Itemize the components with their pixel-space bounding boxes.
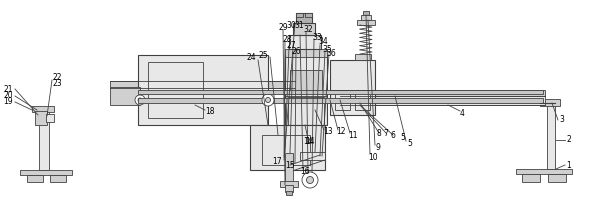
Text: 17: 17 [272, 158, 282, 166]
Circle shape [135, 95, 145, 105]
Bar [32, 106, 54, 112]
Bar [547, 104, 555, 169]
Text: 14: 14 [303, 138, 313, 146]
Text: 35: 35 [322, 45, 332, 53]
Bar [286, 191, 292, 195]
Bar [285, 185, 293, 192]
Text: 9: 9 [375, 144, 381, 152]
Text: 10: 10 [368, 152, 378, 162]
Bar [516, 169, 572, 174]
Text: 15: 15 [285, 160, 295, 170]
Text: 23: 23 [52, 79, 62, 88]
Text: 34: 34 [318, 38, 328, 46]
Bar [330, 60, 375, 115]
Text: 27: 27 [286, 40, 296, 49]
Bar [110, 87, 140, 105]
Bar [355, 90, 370, 110]
Text: 19: 19 [4, 98, 13, 106]
Text: 29: 29 [278, 23, 288, 32]
Bar [138, 90, 543, 94]
Bar [296, 13, 303, 17]
Bar [46, 114, 54, 122]
Bar [357, 20, 375, 25]
Text: 7: 7 [384, 129, 388, 138]
Bar [280, 181, 298, 187]
Circle shape [138, 98, 142, 102]
Bar [548, 174, 566, 182]
Text: 14: 14 [305, 138, 315, 146]
Bar [363, 11, 369, 15]
Text: 16: 16 [300, 168, 310, 176]
Text: 3: 3 [559, 116, 564, 124]
Bar [289, 35, 321, 49]
Bar [50, 175, 66, 182]
Text: 21: 21 [4, 84, 13, 94]
Text: 4: 4 [459, 108, 465, 117]
Text: 12: 12 [336, 128, 346, 136]
Bar [285, 153, 293, 183]
Text: 20: 20 [4, 92, 13, 100]
Text: 26: 26 [291, 47, 301, 56]
Bar [20, 170, 72, 175]
Bar [296, 13, 312, 23]
Bar [522, 174, 540, 182]
Bar [35, 111, 47, 125]
Text: 32: 32 [303, 25, 313, 34]
Bar [335, 90, 350, 110]
Text: 18: 18 [205, 108, 215, 116]
Text: 22: 22 [52, 72, 62, 82]
Text: 5: 5 [407, 138, 413, 148]
Text: 25: 25 [258, 50, 268, 60]
Bar [300, 152, 325, 160]
Bar [340, 96, 545, 105]
Text: 36: 36 [326, 48, 336, 58]
Text: 8: 8 [377, 129, 381, 138]
Bar [27, 175, 43, 182]
Bar [138, 98, 543, 103]
Bar [290, 70, 322, 92]
Bar [250, 125, 325, 170]
Bar [285, 49, 327, 57]
Circle shape [265, 98, 271, 102]
Bar [138, 55, 268, 125]
Bar [285, 55, 327, 125]
Text: 31: 31 [294, 21, 304, 30]
Bar [39, 110, 49, 170]
Bar [288, 97, 324, 125]
Bar [293, 23, 315, 35]
Circle shape [307, 176, 314, 184]
Bar [262, 135, 310, 165]
Text: 13: 13 [323, 128, 333, 136]
Text: 2: 2 [567, 136, 571, 144]
Text: 24: 24 [246, 53, 256, 62]
Bar [355, 54, 371, 60]
Text: 6: 6 [391, 130, 395, 140]
Bar [540, 99, 560, 106]
Circle shape [262, 94, 274, 106]
Text: 11: 11 [348, 130, 358, 140]
Text: 5: 5 [400, 132, 405, 142]
Bar [361, 15, 371, 20]
Bar [340, 90, 545, 96]
Bar [305, 13, 312, 17]
Text: 33: 33 [312, 32, 322, 42]
Text: 1: 1 [567, 160, 571, 170]
Text: 28: 28 [282, 34, 292, 44]
Text: 30: 30 [286, 21, 296, 30]
Bar [110, 81, 295, 88]
Bar [148, 62, 203, 118]
Circle shape [302, 172, 318, 188]
